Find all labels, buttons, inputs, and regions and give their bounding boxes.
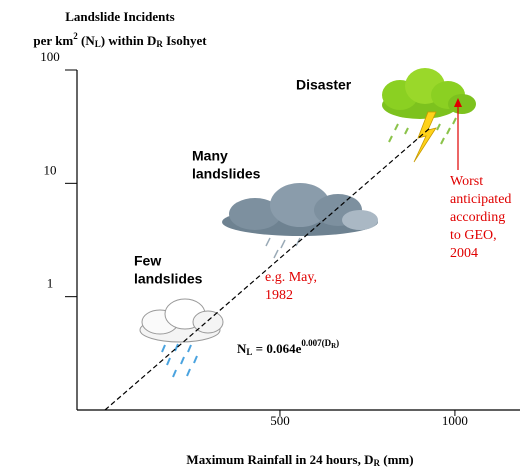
x-tick-label: 1000 bbox=[442, 413, 468, 428]
y-axis-label: per km2 (NL) within DR Isohyet bbox=[33, 31, 207, 49]
label-part: (N bbox=[78, 33, 96, 48]
annotation: 1982 bbox=[265, 288, 293, 303]
annotation: Disaster bbox=[296, 77, 352, 93]
annotation: e.g. May, bbox=[265, 270, 317, 285]
x-axis-label: Maximum Rainfall in 24 hours, DR (mm) bbox=[186, 452, 413, 468]
annotation: landslides bbox=[134, 271, 203, 287]
eq-part: 0.007(D bbox=[301, 338, 331, 348]
label-part: per km bbox=[33, 33, 73, 48]
annotation: according bbox=[450, 210, 505, 225]
annotation: to GEO, bbox=[450, 228, 497, 243]
annotation: anticipated bbox=[450, 192, 511, 207]
label-part: (mm) bbox=[380, 452, 414, 467]
y-tick-label: 10 bbox=[44, 162, 57, 177]
x-tick-label: 500 bbox=[270, 413, 290, 428]
equation: NL = 0.064e0.007(DR) bbox=[237, 338, 339, 357]
annotation: landslides bbox=[192, 166, 261, 182]
many-cloud bbox=[222, 183, 378, 258]
y-axis-label: Landslide Incidents bbox=[65, 9, 174, 24]
disaster-cloud bbox=[382, 68, 476, 162]
annotation: Few bbox=[134, 253, 161, 269]
few-cloud bbox=[140, 299, 223, 377]
label-part: ) within D bbox=[101, 33, 157, 48]
y-tick-label: 100 bbox=[40, 49, 60, 64]
eq-part: ) bbox=[336, 338, 339, 348]
annotation: Many bbox=[192, 148, 228, 164]
label-part: Maximum Rainfall in 24 hours, D bbox=[186, 452, 373, 467]
chart: Landslide Incidents per km2 (NL) within … bbox=[0, 0, 524, 470]
y-tick-label: 1 bbox=[47, 276, 54, 291]
annotation: Worst bbox=[450, 174, 483, 189]
label-part: Isohyet bbox=[163, 33, 207, 48]
eq-part: = 0.064e bbox=[252, 341, 301, 356]
trend-line bbox=[105, 128, 430, 410]
annotation: 2004 bbox=[450, 246, 478, 261]
